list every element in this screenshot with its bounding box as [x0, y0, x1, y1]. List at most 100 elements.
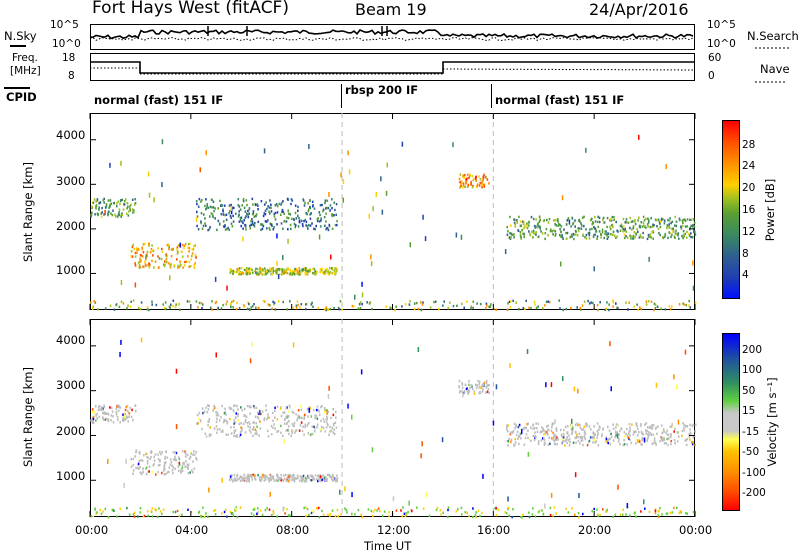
echo-cell: [124, 408, 127, 412]
scatter-point: [573, 386, 576, 392]
echo-cell: [641, 443, 643, 446]
echo-cell: [231, 478, 233, 481]
echo-cell: [249, 224, 251, 228]
scatter-point: [507, 496, 509, 502]
ground-scatter-cell: [612, 299, 614, 302]
scatter-point: [550, 492, 553, 498]
echo-cell: [301, 429, 304, 433]
echo-cell: [243, 268, 246, 272]
ground-scatter-cell: [214, 301, 217, 305]
echo-cell: [463, 389, 466, 393]
echo-cell: [506, 428, 508, 431]
echo-cell: [602, 218, 604, 221]
echo-cell: [307, 223, 310, 227]
echo-cell: [565, 223, 568, 226]
echo-cell: [539, 227, 541, 230]
ground-scatter-cell: [95, 512, 97, 515]
ground-scatter-cell: [395, 509, 398, 512]
echo-cell: [251, 218, 253, 221]
echo-cell: [134, 202, 137, 205]
echo-cell: [181, 255, 184, 258]
echo-cell: [621, 225, 623, 228]
echo-cell: [689, 428, 691, 431]
echo-cell: [643, 219, 646, 222]
echo-cell: [327, 410, 329, 413]
echo-cell: [145, 452, 147, 456]
echo-cell: [660, 218, 663, 222]
echo-cell: [593, 225, 595, 229]
echo-cell: [114, 213, 116, 217]
echo-cell: [138, 459, 140, 463]
echo-cell: [309, 406, 312, 410]
ground-scatter-cell: [272, 300, 274, 303]
ground-scatter-cell: [447, 515, 449, 519]
cpid-divider-2: [491, 84, 492, 108]
echo-cell: [184, 451, 187, 455]
echo-cell: [330, 272, 333, 275]
cpid-segment-3: normal (fast) 151 IF: [495, 93, 625, 107]
echo-cell: [468, 383, 471, 387]
echo-cell: [182, 243, 184, 247]
echo-cell: [652, 424, 655, 427]
echo-cell: [155, 473, 157, 476]
echo-cell: [142, 243, 145, 246]
echo-cell: [649, 225, 652, 229]
echo-cell: [143, 242, 146, 246]
nsky-line: [89, 29, 694, 40]
echo-cell: [274, 409, 276, 412]
echo-cell: [483, 183, 485, 186]
echo-cell: [462, 182, 465, 185]
echo-cell: [275, 479, 278, 482]
echo-cell: [95, 200, 97, 203]
echo-cell: [650, 217, 652, 220]
echo-cell: [596, 220, 599, 224]
echo-cell: [319, 428, 322, 431]
echo-cell: [202, 411, 204, 415]
ground-scatter-cell: [282, 300, 284, 304]
ground-scatter-cell: [495, 514, 498, 517]
echo-cell: [250, 405, 252, 409]
ground-scatter-cell: [619, 513, 622, 516]
ground-scatter-cell: [172, 510, 174, 514]
echo-cell: [132, 418, 134, 422]
scatter-point: [287, 238, 289, 244]
ground-scatter-cell: [235, 507, 237, 511]
power-ytick-2000: 2000: [56, 219, 86, 233]
echo-cell: [251, 478, 253, 481]
echo-cell: [510, 232, 513, 235]
ground-scatter-cell: [164, 301, 167, 304]
ground-scatter-cell: [151, 300, 153, 303]
scatter-point: [230, 209, 233, 215]
echo-cell: [691, 424, 694, 427]
echo-cell: [216, 411, 219, 415]
echo-cell: [335, 426, 338, 429]
echo-cell: [274, 204, 277, 207]
echo-cell: [645, 429, 647, 432]
echo-cell: [294, 267, 296, 271]
echo-cell: [280, 431, 282, 434]
echo-cell: [243, 206, 246, 209]
echo-cell: [212, 409, 214, 412]
echo-cell: [244, 225, 247, 228]
echo-cell: [241, 204, 243, 207]
echo-cell: [668, 226, 671, 229]
scatter-point: [460, 234, 463, 240]
echo-cell: [554, 230, 557, 233]
echo-cell: [646, 433, 649, 436]
echo-cell: [229, 475, 232, 478]
echo-cell: [140, 472, 143, 475]
echo-cell: [266, 418, 268, 421]
ground-scatter-cell: [644, 507, 646, 510]
echo-cell: [478, 380, 481, 383]
echo-cell: [268, 210, 270, 213]
echo-cell: [593, 436, 595, 439]
echo-cell: [285, 416, 288, 419]
echo-cell: [517, 229, 520, 232]
echo-cell: [686, 225, 689, 228]
echo-cell: [473, 392, 476, 396]
echo-cell: [210, 433, 212, 437]
ground-scatter-cell: [305, 506, 307, 509]
ground-scatter-cell: [515, 301, 517, 304]
echo-cell: [264, 213, 267, 216]
echo-cell: [333, 269, 336, 273]
